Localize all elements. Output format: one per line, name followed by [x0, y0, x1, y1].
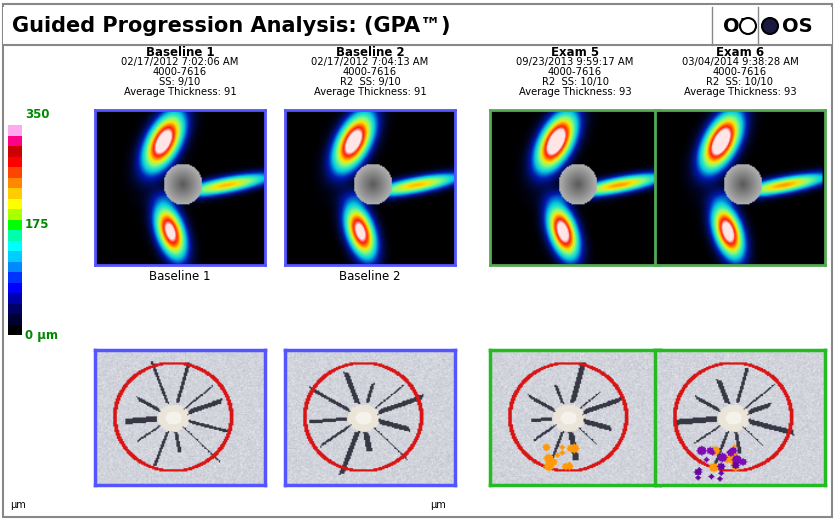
Bar — [8, 199, 22, 209]
Bar — [8, 262, 22, 272]
Bar — [8, 324, 22, 335]
Text: Baseline 1: Baseline 1 — [150, 270, 211, 283]
Text: Baseline 2: Baseline 2 — [339, 270, 400, 283]
Circle shape — [740, 18, 756, 34]
Bar — [8, 304, 22, 314]
Bar — [8, 188, 22, 199]
Text: 4000-7616: 4000-7616 — [153, 67, 207, 77]
Bar — [8, 282, 22, 293]
Text: R2  SS: 9/10: R2 SS: 9/10 — [339, 77, 400, 87]
Bar — [8, 125, 22, 136]
Bar — [8, 293, 22, 304]
Bar — [3, 7, 832, 45]
Bar — [8, 157, 22, 167]
Bar — [8, 115, 22, 125]
Text: Guided Progression Analysis: (GPA™): Guided Progression Analysis: (GPA™) — [12, 16, 451, 36]
Text: R2  SS: 10/10: R2 SS: 10/10 — [542, 77, 609, 87]
Text: 02/17/2012 7:04:13 AM: 02/17/2012 7:04:13 AM — [311, 57, 429, 67]
Bar — [8, 251, 22, 262]
Text: μm: μm — [430, 500, 446, 510]
Text: μm: μm — [10, 500, 26, 510]
Text: 4000-7616: 4000-7616 — [548, 67, 602, 77]
Text: OD: OD — [723, 17, 756, 35]
Bar — [8, 147, 22, 157]
Text: 4000-7616: 4000-7616 — [343, 67, 397, 77]
Text: OS: OS — [782, 17, 813, 35]
Text: 175: 175 — [25, 218, 49, 231]
Text: Baseline 1: Baseline 1 — [145, 45, 214, 58]
Text: 09/23/2013 9:59:17 AM: 09/23/2013 9:59:17 AM — [517, 57, 634, 67]
Bar — [8, 230, 22, 241]
Bar — [8, 220, 22, 230]
Bar — [8, 209, 22, 220]
Bar — [8, 272, 22, 282]
Text: R2  SS: 10/10: R2 SS: 10/10 — [706, 77, 773, 87]
Text: SS: 9/10: SS: 9/10 — [160, 77, 201, 87]
Bar — [8, 241, 22, 251]
Text: 350: 350 — [25, 109, 49, 122]
Text: Baseline 2: Baseline 2 — [336, 45, 405, 58]
Text: Exam 5: Exam 5 — [551, 45, 599, 58]
Text: Average Thickness: 91: Average Thickness: 91 — [124, 87, 237, 97]
Bar — [8, 136, 22, 147]
Text: 4000-7616: 4000-7616 — [713, 67, 767, 77]
Bar — [8, 314, 22, 324]
Bar — [8, 178, 22, 188]
Text: Average Thickness: 93: Average Thickness: 93 — [518, 87, 631, 97]
Text: Average Thickness: 91: Average Thickness: 91 — [314, 87, 426, 97]
Text: 0 μm: 0 μm — [25, 329, 58, 342]
Text: Average Thickness: 93: Average Thickness: 93 — [684, 87, 797, 97]
Bar — [8, 167, 22, 178]
Circle shape — [762, 18, 778, 34]
Text: 02/17/2012 7:02:06 AM: 02/17/2012 7:02:06 AM — [121, 57, 239, 67]
Text: 03/04/2014 9:38:28 AM: 03/04/2014 9:38:28 AM — [681, 57, 798, 67]
Text: Exam 6: Exam 6 — [716, 45, 764, 58]
